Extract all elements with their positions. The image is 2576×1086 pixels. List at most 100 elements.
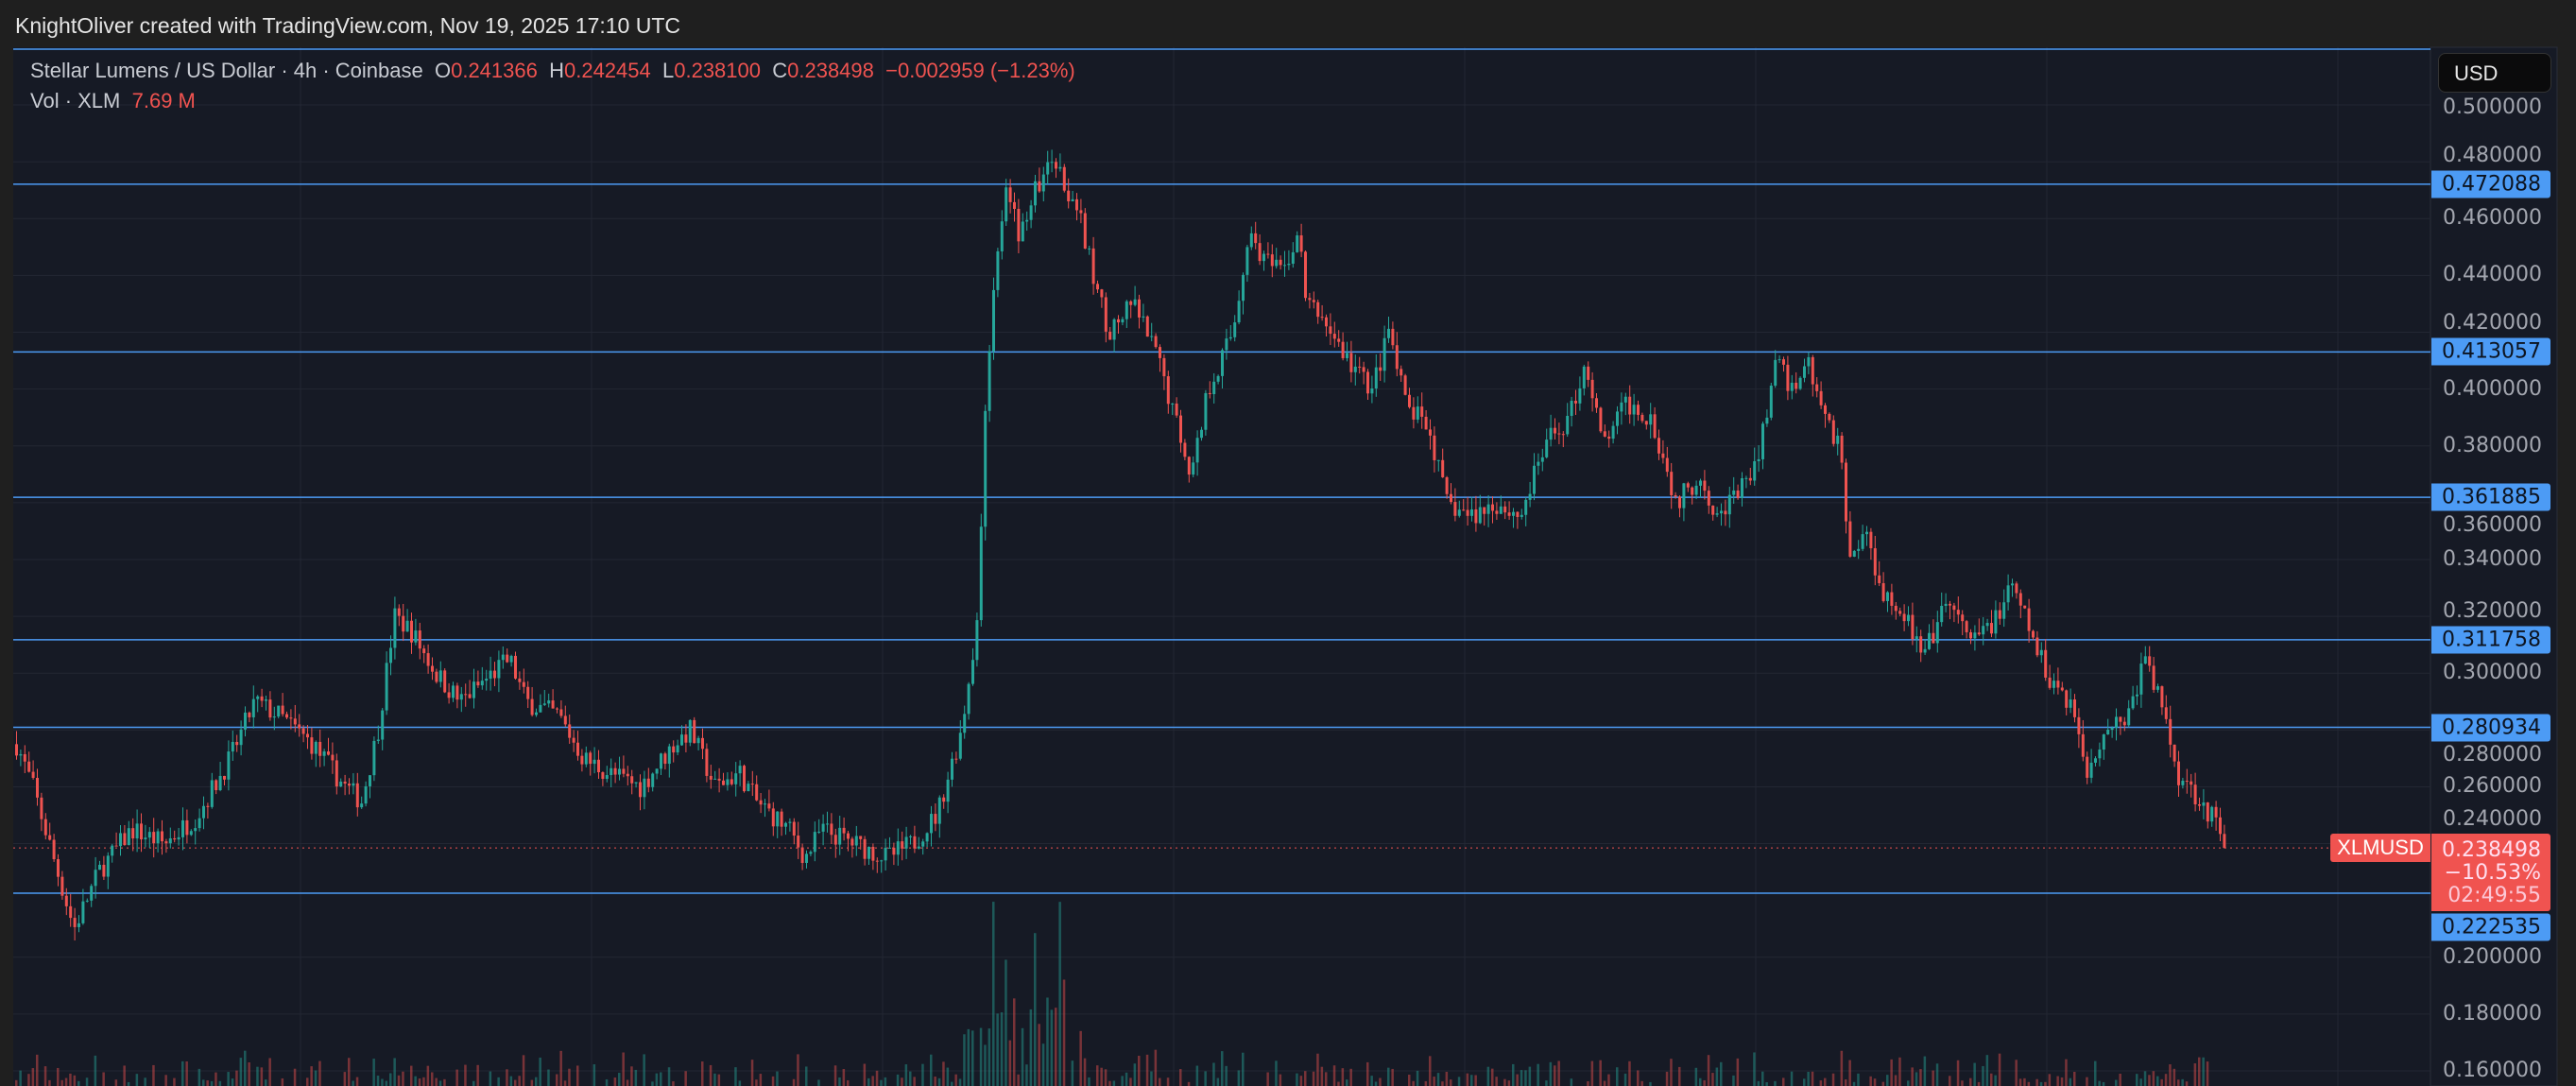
price-axis[interactable] (2430, 46, 2558, 1086)
candle-body (372, 740, 376, 776)
candle-body (1691, 487, 1694, 495)
candle-body (1570, 401, 1573, 416)
level-price-label: 0.280934 (2431, 714, 2550, 741)
volume-bar (563, 1080, 567, 1086)
candle-body (289, 717, 293, 719)
candle-body (784, 822, 787, 827)
candle-body (1145, 316, 1149, 337)
volume-bar (506, 1069, 508, 1086)
volume-bar (1990, 1073, 1993, 1086)
volume-bar (1179, 1069, 1182, 1086)
candle-body (589, 752, 592, 765)
volume-bar (1299, 1076, 1303, 1086)
candle-body (265, 699, 267, 701)
candle-body (1283, 265, 1286, 267)
candle-body (859, 836, 863, 839)
candle-body (1142, 316, 1145, 318)
volume-bar (2198, 1057, 2201, 1086)
candle-body (489, 670, 492, 679)
attribution-text: KnightOliver created with TradingView.co… (15, 13, 680, 38)
candle-body (1587, 366, 1590, 380)
candle-body (152, 832, 156, 844)
candle-body (1046, 162, 1050, 175)
volume-bar (1545, 1080, 1548, 1086)
high-value: 0.242454 (563, 59, 651, 82)
candle-body (185, 819, 189, 836)
candle-body (1616, 411, 1619, 426)
volume-bar (410, 1065, 413, 1086)
volume-bar (239, 1058, 243, 1086)
candle-body (1245, 247, 1249, 275)
candle-body (1944, 603, 1948, 607)
candle-body (934, 814, 937, 824)
candle-body (743, 766, 746, 792)
volume-bar (605, 1078, 609, 1086)
volume-bar (464, 1064, 467, 1086)
price-tick-label: 0.180000 (2443, 1001, 2542, 1026)
candle-body (2027, 608, 2031, 631)
candle-body (880, 860, 884, 862)
volume-bar (867, 1077, 870, 1086)
candle-body (709, 775, 713, 780)
close-value: 0.238498 (787, 59, 874, 82)
candle-body (1561, 434, 1565, 436)
volume-bar (36, 1054, 39, 1086)
volume-bar (651, 1081, 654, 1086)
candle-body (1848, 521, 1852, 557)
volume-bar (1159, 1077, 1161, 1086)
currency-button[interactable]: USD (2438, 53, 2551, 93)
candle-body (1516, 511, 1520, 517)
candle-body (867, 846, 870, 859)
candle-body (1715, 513, 1719, 515)
candle-body (1436, 459, 1440, 461)
candle-body (667, 746, 671, 765)
price-tick-label: 0.200000 (2443, 944, 2542, 969)
candle-body (1266, 253, 1270, 255)
candle-body (584, 752, 588, 765)
candle-body (81, 901, 85, 923)
candle-body (27, 761, 31, 772)
candle-body (339, 781, 343, 787)
volume-bar (1703, 1079, 1706, 1086)
candle-body (1416, 406, 1419, 420)
candle-body (2023, 605, 2027, 609)
candle-body (135, 823, 139, 839)
candle-body (1216, 375, 1220, 382)
volume-bar (2115, 1079, 2118, 1086)
candle-body (331, 754, 335, 761)
candle-body (884, 847, 887, 861)
volume-bar (1603, 1080, 1606, 1086)
candle-body (210, 780, 214, 807)
candle-body (472, 681, 475, 698)
candle-body (1129, 301, 1133, 305)
volume-bar (1387, 1067, 1390, 1086)
volume-bar (1108, 1080, 1111, 1086)
candle-body (979, 526, 983, 621)
candle-body (530, 698, 534, 715)
candle-body (2127, 708, 2131, 726)
candle-body (559, 709, 563, 716)
candle-body (1424, 416, 1428, 430)
volume-bar (1824, 1077, 1827, 1086)
candle-body (1088, 248, 1091, 250)
candle-body (2190, 781, 2193, 785)
candle-body (1228, 336, 1232, 339)
candle-body (1644, 421, 1648, 425)
volume-bar (435, 1077, 438, 1086)
candle-body (48, 835, 52, 840)
volume-bar (1470, 1075, 1473, 1086)
candle-body (277, 705, 281, 717)
candle-body (1341, 341, 1345, 358)
candle-body (1212, 381, 1216, 394)
plot-area[interactable] (13, 47, 2430, 1086)
candle-body (1840, 435, 1844, 463)
candle-body (1661, 453, 1665, 458)
volume-bar (1840, 1050, 1844, 1086)
volume-bar (1071, 1060, 1074, 1086)
volume-bar (1237, 1070, 1241, 1086)
candle-body (651, 773, 655, 787)
candle-body (1753, 460, 1757, 481)
candle-body (385, 663, 388, 711)
candle-body (459, 694, 463, 700)
